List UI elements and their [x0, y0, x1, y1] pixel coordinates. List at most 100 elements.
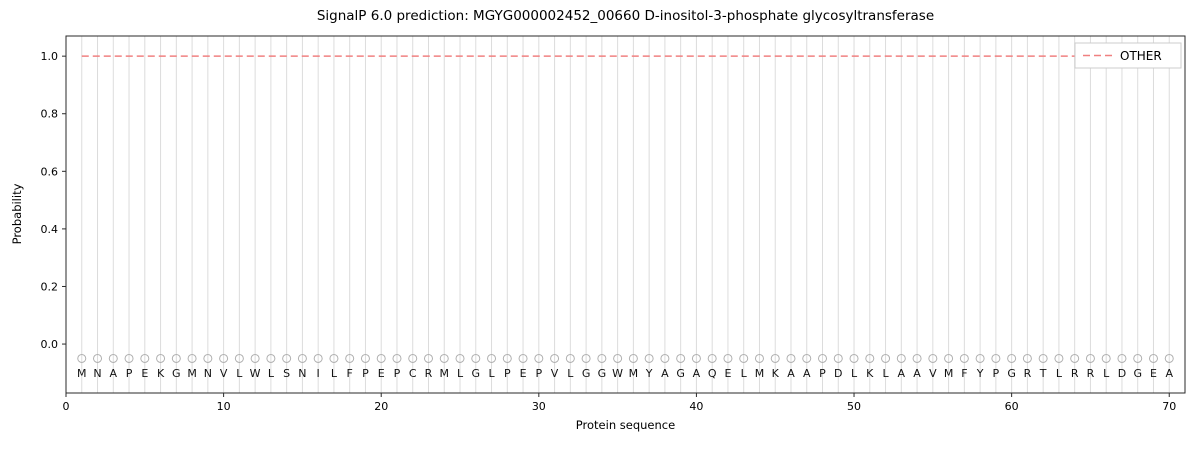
residue-letter: L — [457, 367, 464, 380]
residue-letter: P — [819, 367, 826, 380]
residue-letter: E — [520, 367, 527, 380]
residue-letter: G — [172, 367, 181, 380]
residue-letter: D — [1118, 367, 1126, 380]
residue-marker — [439, 353, 449, 363]
plot-frame — [65, 35, 1186, 394]
residue-marker — [991, 353, 1001, 363]
residue-marker — [1164, 353, 1174, 363]
residue-marker — [581, 353, 591, 363]
residue-marker — [739, 353, 749, 363]
residue-letter: M — [755, 367, 765, 380]
residue-marker — [565, 353, 575, 363]
residue-marker — [360, 353, 370, 363]
x-axis-label: Protein sequence — [575, 418, 676, 432]
y-tick-label: 0.8 — [41, 108, 59, 121]
residue-marker — [550, 353, 560, 363]
residue-letter: K — [866, 367, 874, 380]
residue-letter: G — [582, 367, 591, 380]
residue-letter: S — [283, 367, 290, 380]
residue-letter: V — [929, 367, 937, 380]
y-axis-ticks: 0.0 0.2 0.4 0.6 0.8 1.0 — [41, 50, 66, 351]
residue-letter: M — [440, 367, 450, 380]
residue-marker — [707, 353, 717, 363]
residue-letter: F — [347, 367, 353, 380]
x-tick-label: 10 — [217, 400, 231, 413]
residue-marker — [1148, 353, 1158, 363]
x-tick-label: 50 — [847, 400, 861, 413]
residue-marker — [818, 353, 828, 363]
residue-marker — [345, 353, 355, 363]
y-tick-label: 1.0 — [41, 50, 59, 63]
residue-letter: R — [1024, 367, 1032, 380]
residue-letter: N — [93, 367, 101, 380]
x-tick-label: 60 — [1005, 400, 1019, 413]
residue-marker — [1085, 353, 1095, 363]
residue-marker — [865, 353, 875, 363]
residue-letter: W — [612, 367, 623, 380]
residue-marker — [140, 353, 150, 363]
residue-letter: L — [268, 367, 275, 380]
residue-letter: T — [1039, 367, 1047, 380]
residue-letter: M — [629, 367, 639, 380]
x-tick-label: 30 — [532, 400, 546, 413]
residue-letter: E — [1150, 367, 1157, 380]
residue-marker — [628, 353, 638, 363]
legend-label-other: OTHER — [1120, 49, 1162, 63]
residue-marker — [171, 353, 181, 363]
residue-marker — [108, 353, 118, 363]
residue-marker — [1022, 353, 1032, 363]
residue-marker — [423, 353, 433, 363]
residue-marker — [849, 353, 859, 363]
residue-letter: N — [204, 367, 212, 380]
residue-letter: L — [236, 367, 243, 380]
residue-marker — [487, 353, 497, 363]
y-tick-label: 0.6 — [41, 165, 59, 178]
x-tick-label: 20 — [374, 400, 388, 413]
residue-marker — [676, 353, 686, 363]
residue-marker — [187, 353, 197, 363]
residue-marker — [534, 353, 544, 363]
residue-marker — [928, 353, 938, 363]
residue-marker — [408, 353, 418, 363]
residue-marker — [786, 353, 796, 363]
residue-letter: P — [535, 367, 542, 380]
residue-letter: L — [488, 367, 495, 380]
residue-marker — [502, 353, 512, 363]
residue-marker — [754, 353, 764, 363]
residue-letter: E — [141, 367, 148, 380]
residue-marker — [1117, 353, 1127, 363]
y-tick-label: 0.0 — [41, 338, 59, 351]
residue-letter: A — [693, 367, 701, 380]
residue-marker — [597, 353, 607, 363]
residue-marker — [691, 353, 701, 363]
residue-letter: K — [157, 367, 165, 380]
residue-letter: A — [787, 367, 795, 380]
residue-letter: G — [472, 367, 481, 380]
legend-box — [1074, 42, 1182, 69]
residue-letter: I — [317, 367, 320, 380]
residue-marker — [1101, 353, 1111, 363]
residue-letter: V — [220, 367, 228, 380]
residue-marker — [266, 353, 276, 363]
residue-marker — [881, 353, 891, 363]
residue-letter: P — [362, 367, 369, 380]
residue-marker — [833, 353, 843, 363]
residue-letter: E — [724, 367, 731, 380]
residue-marker — [975, 353, 985, 363]
residue-marker — [250, 353, 260, 363]
residue-letter: W — [250, 367, 261, 380]
residue-marker — [77, 353, 87, 363]
residue-marker — [124, 353, 134, 363]
residue-letter: L — [567, 367, 574, 380]
residue-marker — [770, 353, 780, 363]
residue-markers — [77, 353, 1174, 363]
residue-letter: Y — [645, 367, 653, 380]
residue-letter: L — [331, 367, 338, 380]
residue-marker — [518, 353, 528, 363]
residue-marker — [471, 353, 481, 363]
residue-marker — [392, 353, 402, 363]
x-axis-ticks: 0 10 20 30 40 50 60 70 — [63, 393, 1176, 413]
residue-marker — [313, 353, 323, 363]
